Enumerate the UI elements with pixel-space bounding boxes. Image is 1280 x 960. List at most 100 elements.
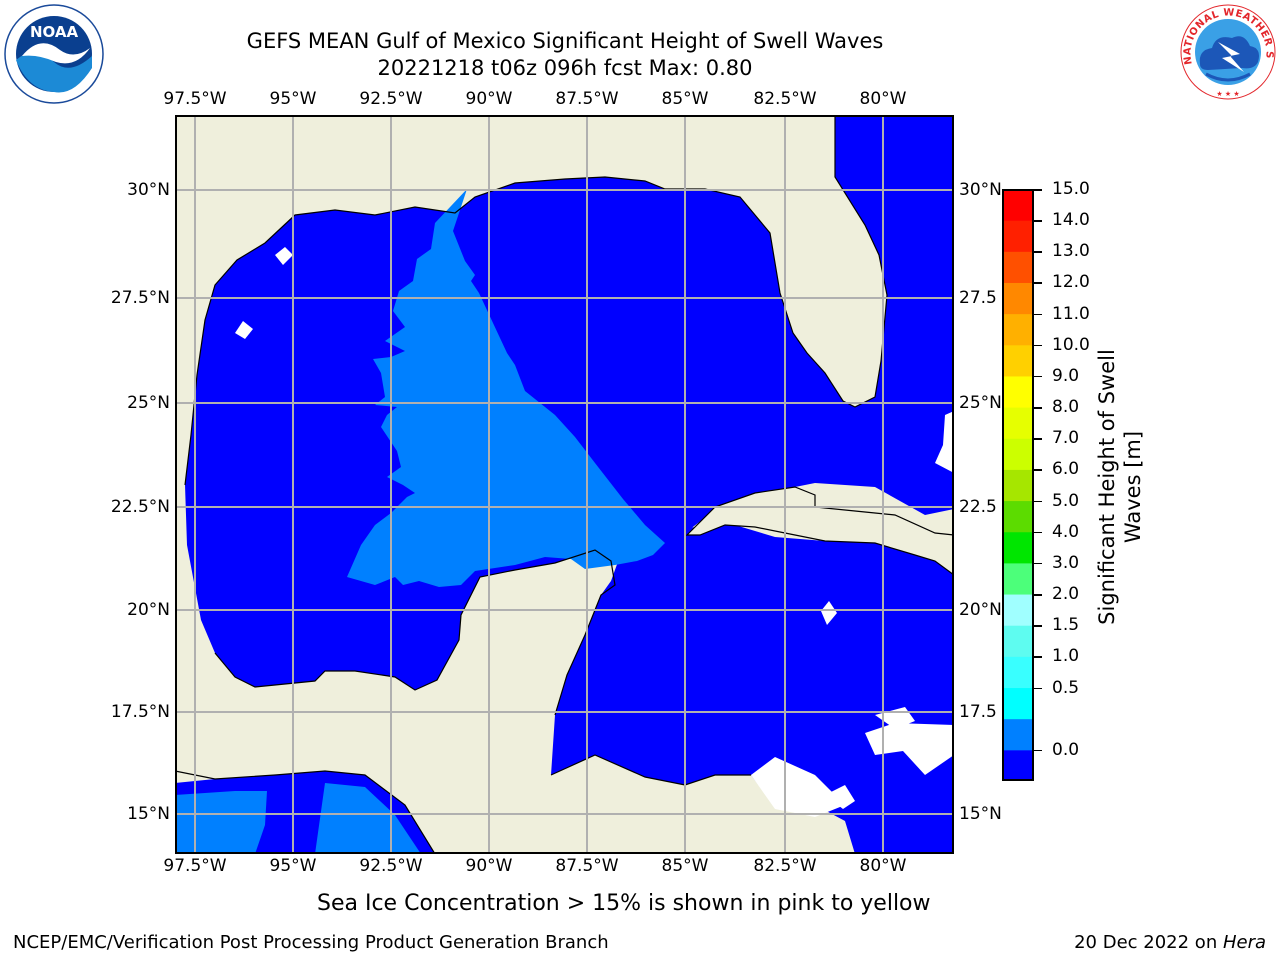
lat-tick-right: 27.5 bbox=[959, 288, 997, 308]
coastline-gulf bbox=[184, 115, 888, 486]
colorbar-label: 10.0 bbox=[1052, 334, 1090, 355]
colorbar-swatch bbox=[1002, 500, 1034, 533]
noaa-logo-text: NOAA bbox=[30, 23, 79, 41]
lon-tick-top: 85°W bbox=[661, 89, 709, 109]
colorbar-swatch bbox=[1002, 438, 1034, 470]
colorbar-tick bbox=[1034, 282, 1042, 284]
colorbar-label: 11.0 bbox=[1052, 303, 1090, 324]
caribbean-water bbox=[551, 525, 954, 854]
colorbar-label: 12.0 bbox=[1052, 272, 1090, 293]
lon-tick-bottom: 82.5°W bbox=[753, 856, 817, 876]
colorbar-swatch bbox=[1002, 220, 1034, 252]
colorbar-tick bbox=[1034, 220, 1042, 222]
colorbar-swatch bbox=[1002, 313, 1034, 346]
lon-tick-top: 92.5°W bbox=[359, 89, 423, 109]
footer-date-text: 20 Dec 2022 on bbox=[1074, 932, 1223, 953]
colorbar-swatch bbox=[1002, 594, 1034, 626]
colorbar-title: Significant Height of Swell Waves [m] bbox=[1094, 327, 1146, 647]
lon-tick-bottom: 87.5°W bbox=[555, 856, 619, 876]
lon-tick-top: 80°W bbox=[859, 89, 907, 109]
lat-tick-left: 22.5°N bbox=[110, 497, 170, 517]
lon-tick-bottom: 97.5°W bbox=[163, 856, 227, 876]
lat-tick-right: 15°N bbox=[959, 804, 1002, 824]
colorbar-swatch bbox=[1002, 251, 1034, 283]
colorbar-tick bbox=[1034, 562, 1042, 565]
missing-data-patches bbox=[235, 247, 954, 817]
lat-tick-left: 30°N bbox=[127, 180, 170, 200]
colorbar bbox=[1002, 189, 1034, 782]
lon-tick-bottom: 95°W bbox=[269, 856, 317, 876]
footer-branch: NCEP/EMC/Verification Post Processing Pr… bbox=[13, 932, 609, 953]
colorbar-swatch bbox=[1002, 282, 1034, 315]
nws-logo: NATIONAL WEATHER SERVICE ★ ★ ★ bbox=[1174, 0, 1278, 102]
colorbar-tick bbox=[1034, 656, 1042, 658]
colorbar-swatch bbox=[1002, 749, 1034, 782]
lon-tick-top: 82.5°W bbox=[753, 89, 817, 109]
lat-tick-right: 25°N bbox=[959, 393, 1002, 413]
colorbar-label: 8.0 bbox=[1052, 397, 1080, 418]
coastline-central-america bbox=[174, 770, 436, 855]
lon-tick-top: 87.5°W bbox=[555, 89, 619, 109]
lon-tick-bottom: 90°W bbox=[465, 856, 513, 876]
colorbar-label: 14.0 bbox=[1052, 210, 1090, 231]
lat-tick-left: 15°N bbox=[127, 804, 170, 824]
lat-tick-right: 22.5 bbox=[959, 497, 997, 517]
map-title: GEFS MEAN Gulf of Mexico Significant Hei… bbox=[246, 29, 884, 53]
colorbar-label: 6.0 bbox=[1052, 459, 1080, 480]
colorbar-tick bbox=[1034, 687, 1042, 690]
map-frame bbox=[175, 115, 954, 854]
colorbar-label: 13.0 bbox=[1052, 241, 1090, 262]
lon-tick-bottom: 85°W bbox=[661, 856, 709, 876]
colorbar-label: 0.0 bbox=[1052, 739, 1080, 760]
colorbar-tick bbox=[1034, 594, 1042, 596]
colorbar-tick bbox=[1034, 189, 1042, 191]
lat-tick-left: 17.5°N bbox=[110, 702, 170, 722]
footer-date: 20 Dec 2022 on Hera bbox=[1074, 932, 1266, 954]
colorbar-title-line2: Waves [m] bbox=[1121, 430, 1145, 544]
lon-tick-bottom: 80°W bbox=[859, 856, 907, 876]
colorbar-label: 2.0 bbox=[1052, 584, 1080, 605]
colorbar-swatch bbox=[1002, 189, 1034, 221]
colorbar-tick bbox=[1034, 344, 1042, 347]
colorbar-title-wrap: Significant Height of Swell Waves [m] bbox=[960, 349, 1280, 625]
colorbar-label: 0.5 bbox=[1052, 677, 1080, 698]
lon-tick-top: 97.5°W bbox=[163, 89, 227, 109]
lat-tick-right: 17.5 bbox=[959, 702, 997, 722]
lon-tick-bottom: 92.5°W bbox=[359, 856, 423, 876]
lat-tick-right: 30°N bbox=[959, 180, 1002, 200]
colorbar-label: 5.0 bbox=[1052, 490, 1080, 511]
colorbar-swatch bbox=[1002, 344, 1034, 377]
lat-tick-left: 20°N bbox=[127, 600, 170, 620]
lon-tick-top: 90°W bbox=[465, 89, 513, 109]
swell-region-mid bbox=[347, 189, 665, 587]
colorbar-swatch bbox=[1002, 407, 1034, 439]
colorbar-label: 9.0 bbox=[1052, 365, 1080, 386]
graticule bbox=[175, 115, 954, 854]
colorbar-label: 4.0 bbox=[1052, 521, 1080, 542]
colorbar-swatch bbox=[1002, 656, 1034, 689]
colorbar-tick bbox=[1034, 500, 1042, 503]
colorbar-label: 1.5 bbox=[1052, 615, 1080, 636]
svg-text:★ ★ ★: ★ ★ ★ bbox=[1216, 90, 1239, 98]
lat-tick-left: 25°N bbox=[127, 393, 170, 413]
colorbar-swatch bbox=[1002, 469, 1034, 502]
colorbar-tick bbox=[1034, 749, 1042, 752]
sea-ice-note: Sea Ice Concentration > 15% is shown in … bbox=[317, 891, 931, 916]
lat-tick-left: 27.5°N bbox=[110, 288, 170, 308]
colorbar-swatch bbox=[1002, 687, 1034, 720]
colorbar-tick bbox=[1034, 251, 1042, 253]
colorbar-tick bbox=[1034, 625, 1042, 627]
footer-host: Hera bbox=[1222, 932, 1266, 953]
colorbar-title-line1: Significant Height of Swell bbox=[1095, 349, 1119, 625]
colorbar-tick bbox=[1034, 407, 1042, 409]
colorbar-label: 15.0 bbox=[1052, 179, 1090, 199]
colorbar-swatch bbox=[1002, 375, 1034, 408]
colorbar-label: 3.0 bbox=[1052, 552, 1080, 573]
colorbar-swatch bbox=[1002, 625, 1034, 657]
colorbar-tick bbox=[1034, 313, 1042, 316]
colorbar-tick bbox=[1034, 531, 1042, 534]
lat-tick-right: 20°N bbox=[959, 600, 1002, 620]
colorbar-tick bbox=[1034, 438, 1042, 440]
colorbar-tick bbox=[1034, 469, 1042, 471]
map-subtitle: 20221218 t06z 096h fcst Max: 0.80 bbox=[377, 56, 753, 80]
